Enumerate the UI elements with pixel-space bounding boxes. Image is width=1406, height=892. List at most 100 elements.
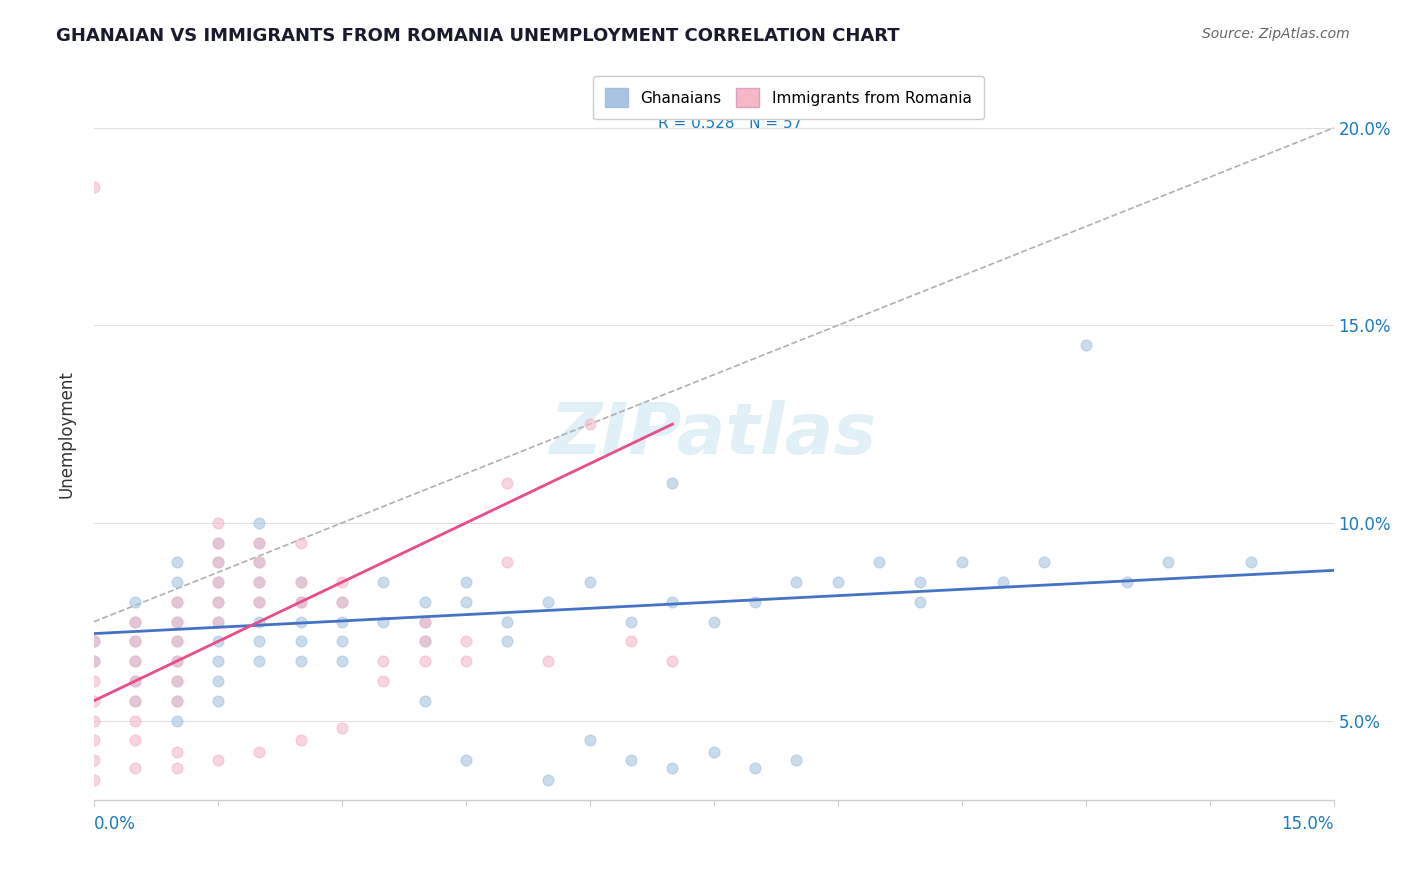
Point <box>744 595 766 609</box>
Point <box>413 654 436 668</box>
Point <box>124 673 146 688</box>
Point <box>827 575 849 590</box>
Point <box>207 595 229 609</box>
Point <box>124 673 146 688</box>
Point <box>124 615 146 629</box>
Point <box>1074 338 1097 352</box>
Point <box>207 556 229 570</box>
Point <box>207 654 229 668</box>
Point <box>207 615 229 629</box>
Point <box>330 654 353 668</box>
Point <box>868 556 890 570</box>
Point <box>124 694 146 708</box>
Point <box>124 615 146 629</box>
Point <box>124 654 146 668</box>
Point <box>207 535 229 549</box>
Point <box>661 761 683 775</box>
Point <box>950 556 973 570</box>
Point <box>83 654 105 668</box>
Point <box>207 535 229 549</box>
Point <box>124 733 146 747</box>
Point <box>247 556 270 570</box>
Point <box>247 575 270 590</box>
Point <box>83 634 105 648</box>
Point <box>413 634 436 648</box>
Point <box>207 556 229 570</box>
Point <box>744 761 766 775</box>
Point <box>330 595 353 609</box>
Point <box>247 654 270 668</box>
Point <box>454 595 477 609</box>
Point <box>83 634 105 648</box>
Point <box>166 595 188 609</box>
Point <box>290 535 312 549</box>
Point <box>166 634 188 648</box>
Point <box>290 733 312 747</box>
Point <box>166 615 188 629</box>
Point <box>578 733 600 747</box>
Point <box>373 673 395 688</box>
Point <box>166 694 188 708</box>
Point <box>496 476 519 491</box>
Point <box>83 733 105 747</box>
Point <box>166 694 188 708</box>
Point <box>166 595 188 609</box>
Point <box>373 654 395 668</box>
Point <box>661 595 683 609</box>
Point <box>124 634 146 648</box>
Point <box>330 634 353 648</box>
Point <box>207 575 229 590</box>
Point <box>578 575 600 590</box>
Point <box>910 595 932 609</box>
Point <box>703 615 725 629</box>
Point <box>207 516 229 530</box>
Point <box>454 753 477 767</box>
Point <box>413 595 436 609</box>
Point <box>207 615 229 629</box>
Point <box>1157 556 1180 570</box>
Point <box>330 575 353 590</box>
Text: 15.0%: 15.0% <box>1281 815 1334 833</box>
Point <box>290 575 312 590</box>
Point <box>413 694 436 708</box>
Point <box>207 634 229 648</box>
Point <box>247 634 270 648</box>
Point <box>124 761 146 775</box>
Point <box>496 634 519 648</box>
Point <box>124 595 146 609</box>
Point <box>661 654 683 668</box>
Point <box>166 673 188 688</box>
Legend: Ghanaians, Immigrants from Romania: Ghanaians, Immigrants from Romania <box>593 76 984 120</box>
Point <box>166 575 188 590</box>
Point <box>290 595 312 609</box>
Point <box>83 673 105 688</box>
Point <box>207 753 229 767</box>
Point <box>910 575 932 590</box>
Point <box>290 654 312 668</box>
Point <box>991 575 1014 590</box>
Text: ZIPatlas: ZIPatlas <box>550 400 877 468</box>
Point <box>290 595 312 609</box>
Point <box>620 615 643 629</box>
Point <box>247 595 270 609</box>
Point <box>247 575 270 590</box>
Point <box>496 556 519 570</box>
Point <box>290 615 312 629</box>
Point <box>703 745 725 759</box>
Point <box>83 694 105 708</box>
Point <box>373 615 395 629</box>
Point <box>166 673 188 688</box>
Point <box>661 476 683 491</box>
Point <box>620 634 643 648</box>
Point <box>454 654 477 668</box>
Point <box>373 575 395 590</box>
Point <box>537 654 560 668</box>
Point <box>413 615 436 629</box>
Point <box>290 634 312 648</box>
Text: R = 0.528   N = 57: R = 0.528 N = 57 <box>658 116 803 131</box>
Point <box>207 575 229 590</box>
Point <box>247 615 270 629</box>
Point <box>166 654 188 668</box>
Point <box>290 575 312 590</box>
Text: R = 0.125   N = 80: R = 0.125 N = 80 <box>658 87 803 102</box>
